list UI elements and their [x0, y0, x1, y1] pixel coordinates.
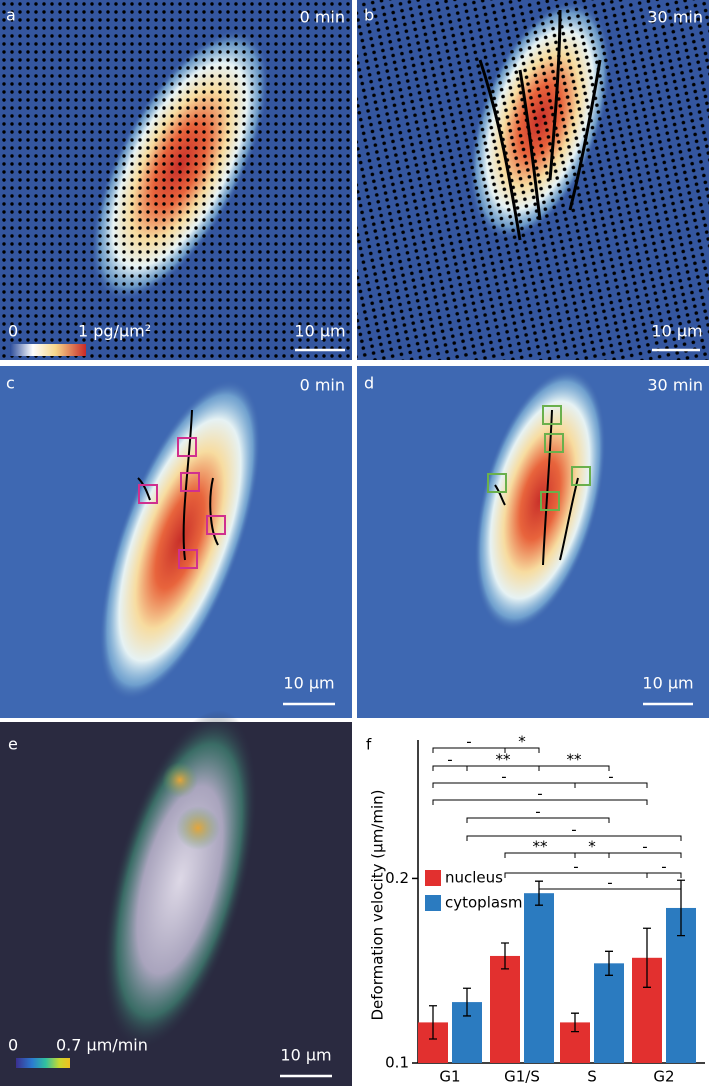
significance-bracket — [466, 835, 682, 841]
significance-label: * — [518, 733, 526, 751]
colorbar — [16, 1058, 70, 1068]
significance-bracket — [538, 765, 610, 771]
panel-e-image — [0, 710, 352, 1086]
significance-label: - — [535, 803, 540, 821]
panel-label: d — [364, 374, 374, 393]
scale-label: 10 µm — [283, 674, 334, 693]
panel-label: a — [6, 6, 16, 25]
colorbar-min: 0 — [8, 1036, 18, 1055]
significance-bracket — [504, 747, 540, 753]
time-label: 30 min — [647, 376, 703, 395]
error-bar — [429, 1005, 437, 1040]
legend-label: nucleus — [445, 869, 503, 887]
bar — [594, 963, 624, 1063]
panel-c-image — [0, 366, 352, 718]
x-tick-label: G2 — [653, 1068, 674, 1086]
error-bar — [571, 1012, 579, 1033]
error-bar — [605, 950, 613, 976]
significance-label: - — [573, 858, 578, 876]
significance-label: - — [466, 733, 471, 751]
panel-label: e — [8, 735, 18, 754]
bar — [524, 893, 554, 1063]
scale-label: 10 µm — [651, 322, 702, 341]
significance-bracket — [466, 817, 610, 823]
significance-bracket — [574, 782, 648, 788]
error-bar — [501, 942, 509, 970]
significance-label: - — [537, 785, 542, 803]
x-tick-label: G1 — [439, 1068, 460, 1086]
colorbar-max: 1 pg/µm² — [78, 322, 151, 341]
x-tick-label: G1/S — [504, 1068, 540, 1086]
significance-label: - — [608, 768, 613, 786]
scale-label: 10 µm — [642, 674, 693, 693]
legend-label: cytoplasm — [445, 894, 523, 912]
significance-label: ** — [567, 751, 583, 769]
significance-bracket — [608, 852, 682, 858]
significance-bracket — [538, 888, 682, 894]
error-bar — [463, 987, 471, 1017]
panel-label: c — [6, 374, 15, 393]
significance-label: - — [501, 768, 506, 786]
panel-label: b — [364, 6, 374, 25]
panel-a-image — [0, 0, 352, 360]
significance-label: - — [447, 751, 452, 769]
panel-b-image — [357, 0, 709, 360]
significance-label: - — [571, 821, 576, 839]
error-bar — [643, 927, 651, 988]
significance-label: - — [607, 874, 612, 892]
bar — [490, 955, 520, 1063]
scale-label: 10 µm — [294, 322, 345, 341]
legend-swatch — [425, 895, 441, 911]
scale-bars — [280, 348, 700, 1078]
y-axis-title: Deformation velocity (µm/min) — [369, 789, 387, 1020]
y-tick-label: 0.1 — [385, 1054, 409, 1072]
panel-d-image — [357, 366, 709, 718]
colorbar — [10, 344, 86, 356]
scale-label: 10 µm — [280, 1046, 331, 1065]
panel-label: f — [366, 736, 372, 754]
colorbar-max: 0.7 µm/min — [56, 1036, 148, 1055]
significance-label: * — [588, 838, 596, 856]
significance-label: - — [642, 838, 647, 856]
legend-swatch — [425, 870, 441, 886]
significance-bracket — [646, 872, 682, 878]
y-tick-label: 0.2 — [385, 869, 409, 887]
significance-label: - — [661, 858, 666, 876]
x-tick-label: S — [587, 1068, 597, 1086]
bar-chart: f Deformation velocity (µm/min) 0.1 0.2 G1… — [366, 733, 705, 1086]
time-label: 30 min — [647, 8, 703, 27]
time-label: 0 min — [300, 376, 345, 395]
significance-label: ** — [496, 751, 512, 769]
colorbar-min: 0 — [8, 322, 18, 341]
significance-bracket — [432, 799, 648, 805]
significance-label: ** — [533, 838, 549, 856]
time-label: 0 min — [300, 8, 345, 27]
